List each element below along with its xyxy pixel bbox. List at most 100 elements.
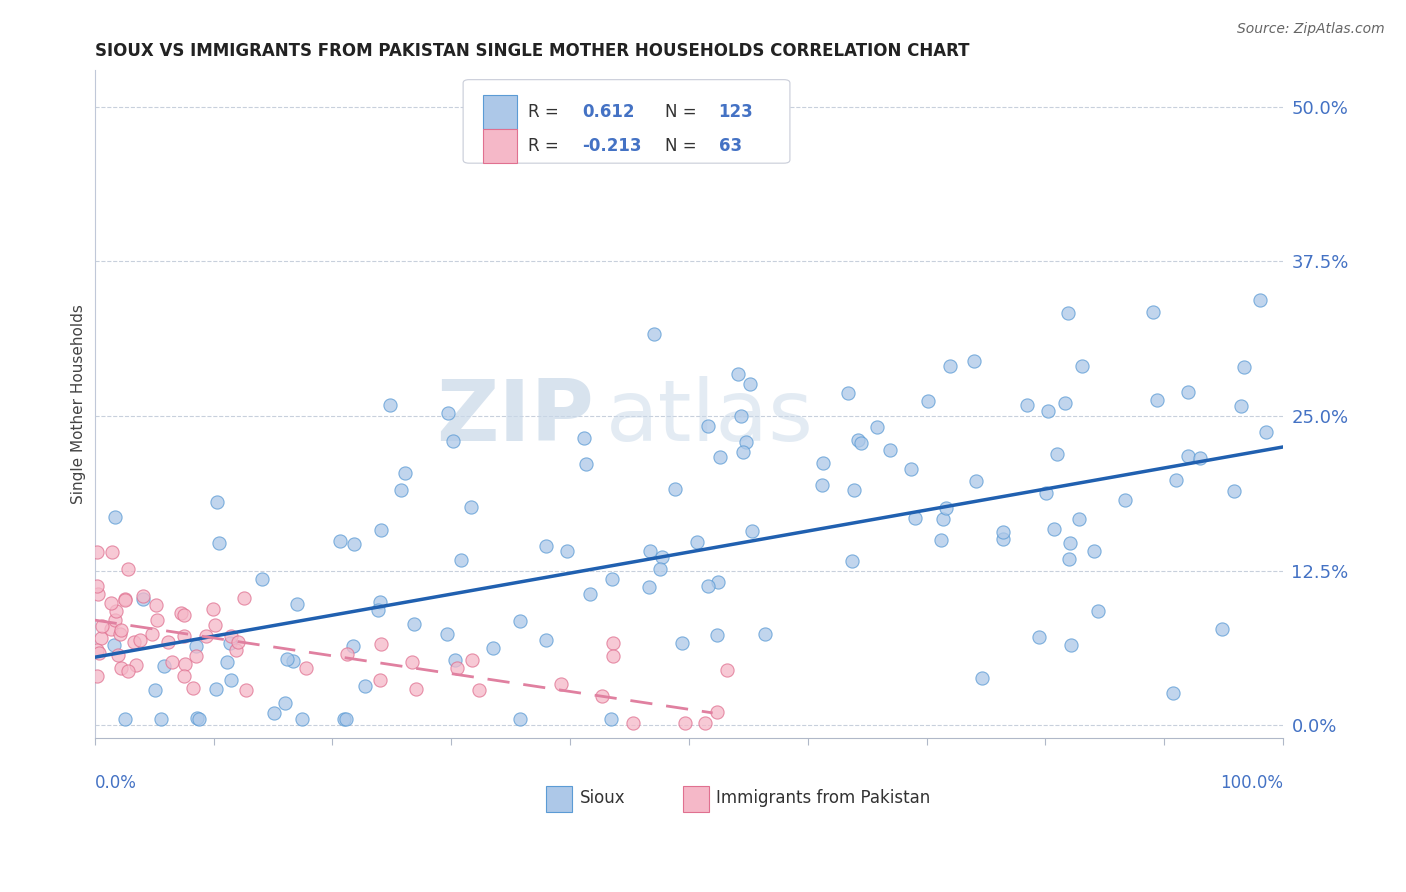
Point xyxy=(443,653,465,667)
Point xyxy=(572,431,595,445)
Point xyxy=(104,613,127,627)
Point xyxy=(1177,385,1199,400)
Point xyxy=(482,641,505,656)
Point xyxy=(450,553,472,567)
Text: R =: R = xyxy=(529,103,564,121)
Point xyxy=(281,654,304,668)
Point xyxy=(145,599,167,613)
FancyBboxPatch shape xyxy=(547,786,572,813)
Point xyxy=(1230,399,1253,413)
Point xyxy=(194,629,217,643)
Point xyxy=(671,636,693,650)
Point xyxy=(1057,551,1080,566)
Point xyxy=(1233,359,1256,374)
Point xyxy=(107,648,129,663)
Point xyxy=(394,467,416,481)
Point xyxy=(1249,293,1271,308)
Point xyxy=(250,572,273,586)
Point xyxy=(225,642,247,657)
Point xyxy=(879,443,901,458)
Point xyxy=(170,606,193,620)
Text: N =: N = xyxy=(665,137,702,155)
Point xyxy=(90,619,112,633)
Point xyxy=(152,659,174,673)
Point xyxy=(1060,638,1083,652)
Point xyxy=(555,544,578,558)
Point xyxy=(335,712,357,726)
Point xyxy=(932,512,955,526)
Point xyxy=(132,591,155,606)
Point xyxy=(731,444,754,458)
Point xyxy=(575,458,598,472)
Point xyxy=(741,524,763,538)
Point xyxy=(686,534,709,549)
Point xyxy=(696,579,718,593)
Point xyxy=(86,669,108,683)
Point xyxy=(963,353,986,368)
Point xyxy=(550,676,572,690)
Point xyxy=(201,601,224,615)
Point xyxy=(730,409,752,423)
Point xyxy=(637,580,659,594)
Point xyxy=(579,587,602,601)
Point xyxy=(707,574,730,589)
Point xyxy=(1057,306,1080,320)
Point xyxy=(235,682,257,697)
Point xyxy=(143,682,166,697)
Point xyxy=(441,434,464,448)
Y-axis label: Single Mother Households: Single Mother Households xyxy=(72,303,86,504)
Point xyxy=(105,605,128,619)
Point xyxy=(602,648,624,663)
Point xyxy=(468,682,491,697)
Point xyxy=(993,524,1015,539)
Point xyxy=(117,562,139,576)
Point xyxy=(1046,448,1069,462)
Point xyxy=(295,661,318,675)
Point xyxy=(100,596,122,610)
Point xyxy=(841,554,863,568)
Point xyxy=(405,682,427,697)
Text: N =: N = xyxy=(665,103,702,121)
Point xyxy=(226,635,249,649)
Point xyxy=(367,603,389,617)
Text: 123: 123 xyxy=(718,103,754,121)
Point xyxy=(122,635,145,649)
Point xyxy=(87,587,110,601)
Point xyxy=(370,523,392,537)
Point xyxy=(1146,393,1168,408)
Point xyxy=(380,398,402,412)
Point xyxy=(187,712,209,726)
Point xyxy=(173,629,195,643)
Point xyxy=(621,715,644,730)
FancyBboxPatch shape xyxy=(463,79,790,163)
Point xyxy=(141,627,163,641)
Point xyxy=(173,657,195,671)
Point xyxy=(1177,449,1199,463)
Text: Source: ZipAtlas.com: Source: ZipAtlas.com xyxy=(1237,22,1385,37)
Point xyxy=(917,394,939,409)
Point xyxy=(673,715,696,730)
Point xyxy=(219,673,242,688)
Point xyxy=(114,712,136,726)
Point xyxy=(218,636,240,650)
Point xyxy=(727,367,749,381)
Text: R =: R = xyxy=(529,137,564,155)
Point xyxy=(173,608,195,623)
Point xyxy=(285,597,308,611)
Point xyxy=(114,591,136,606)
Point xyxy=(811,456,834,470)
Point xyxy=(329,533,352,548)
Point xyxy=(709,450,731,464)
Point xyxy=(1053,396,1076,410)
Point xyxy=(706,705,728,719)
Point xyxy=(146,613,169,627)
Point xyxy=(353,679,375,693)
Point xyxy=(846,433,869,447)
Point xyxy=(446,661,468,675)
Point xyxy=(991,532,1014,546)
Point xyxy=(114,592,136,607)
Point xyxy=(100,622,122,636)
Point xyxy=(865,420,887,434)
Point xyxy=(208,536,231,550)
Point xyxy=(263,706,285,720)
